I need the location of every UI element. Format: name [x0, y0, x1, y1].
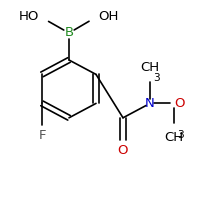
Text: 3: 3 — [178, 130, 184, 140]
Text: OH: OH — [98, 9, 118, 22]
Text: O: O — [174, 97, 184, 110]
Text: F: F — [38, 129, 46, 142]
Text: O: O — [118, 144, 128, 157]
Text: CH: CH — [164, 131, 184, 144]
Text: N: N — [145, 97, 155, 110]
Text: 3: 3 — [154, 73, 160, 83]
Text: CH: CH — [140, 61, 160, 74]
Text: B: B — [64, 26, 74, 40]
Text: HO: HO — [19, 9, 39, 22]
